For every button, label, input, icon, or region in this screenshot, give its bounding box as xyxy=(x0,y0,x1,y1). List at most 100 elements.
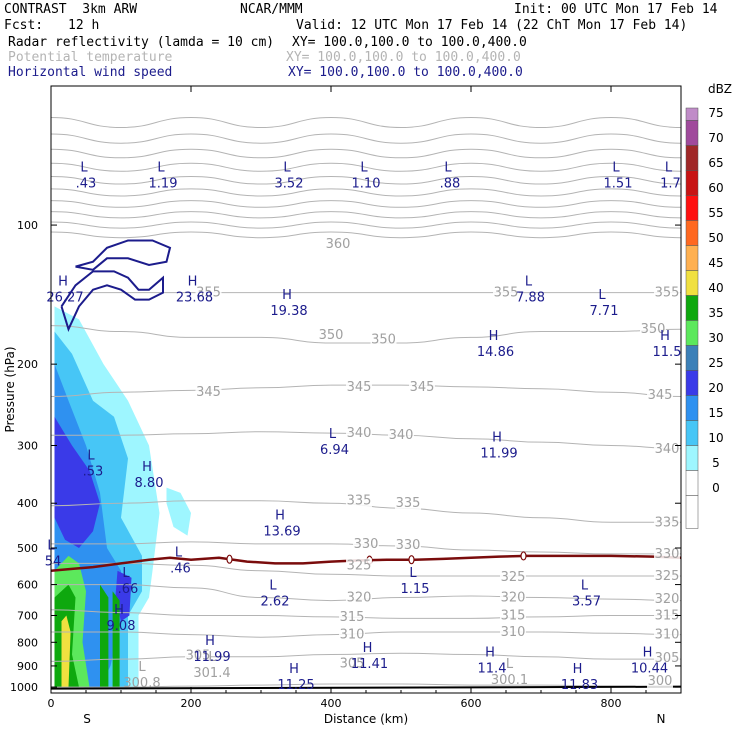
wind-extremum-kind: H xyxy=(282,288,292,303)
wind-extremum-value: 9.08 xyxy=(107,619,136,634)
theta-label: 320 xyxy=(347,591,372,606)
theta-contour-325 xyxy=(51,562,681,577)
theta-label-bg xyxy=(339,609,365,624)
colorbar-label: 35 xyxy=(708,306,723,320)
wind-jet-contour xyxy=(75,239,172,271)
wind-extremum-kind: H xyxy=(58,275,68,290)
x-axis-label: Distance (km) xyxy=(324,712,408,726)
wind-extremum-kind: H xyxy=(363,641,373,656)
wind-extremum-value: 11.83 xyxy=(561,678,598,693)
upper-theta-contour xyxy=(51,200,681,208)
theta-label: 335 xyxy=(655,515,680,530)
reflectivity-region-35dbz xyxy=(112,591,120,688)
wind-extremum-value: 11.99 xyxy=(480,446,517,461)
fcst-label: Fcst: xyxy=(4,18,44,33)
colorbar-swatch-30 xyxy=(685,320,699,346)
colorbar-swatch-45 xyxy=(685,245,699,271)
wind-extremum-value: 11.41 xyxy=(351,657,388,672)
theta-label-bg xyxy=(654,592,680,607)
x-tick-label: 800 xyxy=(601,697,622,710)
contour-label-layer: 360 355 355 355 350 350 350 345 345 345 345 340 340 3… xyxy=(45,160,682,693)
wind-extremum-value: 26.27 xyxy=(46,291,83,306)
wind-jet-contour xyxy=(60,270,164,332)
theta-label: 300 xyxy=(648,674,673,689)
theta-label: 315 xyxy=(340,610,365,625)
colorbar-label: 40 xyxy=(708,281,723,295)
x-tick-label: 600 xyxy=(461,697,482,710)
y-tick-label: 300 xyxy=(17,440,38,453)
reflectivity-region-35dbz xyxy=(100,584,109,688)
colorbar-swatch-15 xyxy=(685,395,699,421)
theta-label-bg xyxy=(647,387,673,402)
tropopause-marker xyxy=(226,554,233,564)
upper-theta-contour xyxy=(51,175,681,185)
theta-label: 325 xyxy=(347,558,372,573)
wind-extremum-kind: L xyxy=(283,160,291,175)
reflectivity-fill-layer xyxy=(54,306,191,688)
reflectivity-region-40dbz xyxy=(61,615,71,688)
wind-contour-layer xyxy=(51,239,681,690)
colorbar-swatch-below xyxy=(685,495,699,529)
colorbar-label: 5 xyxy=(712,456,720,470)
wind-extremum-kind: H xyxy=(573,662,583,677)
colorbar-swatch-65 xyxy=(685,145,699,171)
wind-extremum-value: 1.7 xyxy=(660,176,681,191)
theta-label-bg xyxy=(370,332,397,347)
theta-label-bg xyxy=(395,537,421,552)
theta-extremum-value: 300.1 xyxy=(491,673,528,688)
colorbar-label: 30 xyxy=(708,331,723,345)
theta-label-bg xyxy=(318,328,344,343)
theta-extremum-kind: L xyxy=(138,660,146,675)
colorbar-swatch-50 xyxy=(685,220,699,246)
wind-extremum-kind: L xyxy=(157,160,165,175)
theta-label-bg xyxy=(654,608,680,623)
wind-extremum-kind: H xyxy=(205,634,215,649)
axes-layer: 100 200 300 400 500 600 700 800 900 1000 0 200 400 60… xyxy=(3,85,682,726)
field-reflectivity-xy: XY= 100.0,100.0 to 100.0,400.0 xyxy=(292,35,527,50)
wind-extremum-value: 11.99 xyxy=(193,650,230,665)
theta-label-bg xyxy=(339,627,365,642)
wind-extremum-value: 2.62 xyxy=(261,595,290,610)
wind-extremum-value: .46 xyxy=(170,562,191,577)
theta-label: 320 xyxy=(501,591,526,606)
theta-label-bg xyxy=(395,496,421,511)
wind-extremum-kind: L xyxy=(665,160,673,175)
colorbar-swatch-0 xyxy=(685,470,699,496)
theta-extremum-kind: L xyxy=(506,657,514,672)
wind-extremum-value: 7.71 xyxy=(590,304,619,319)
colorbar-label: 10 xyxy=(708,431,723,445)
theta-label: 345 xyxy=(410,380,435,395)
wind-extremum-kind: L xyxy=(329,427,337,442)
theta-contour-310 xyxy=(51,631,681,638)
upper-theta-contour xyxy=(51,116,681,129)
center-label: NCAR/MMM xyxy=(240,2,303,17)
wind-extremum-value: .43 xyxy=(76,176,97,191)
theta-label: 325 xyxy=(655,569,680,584)
colorbar-swatch-35 xyxy=(685,295,699,321)
x-tick-label: 0 xyxy=(48,697,55,710)
theta-label-bg xyxy=(346,493,372,508)
colorbar-label: 50 xyxy=(708,231,723,245)
ground-line xyxy=(51,685,681,690)
theta-label-bg xyxy=(388,428,414,443)
theta-label-bg xyxy=(346,590,372,605)
theta-label-bg xyxy=(500,590,526,605)
theta-label: 340 xyxy=(347,426,372,441)
theta-label: 315 xyxy=(501,609,526,624)
x-tick-label: 400 xyxy=(321,697,342,710)
wind-extremum-kind: L xyxy=(175,546,183,561)
wind-extremum-kind: H xyxy=(289,662,299,677)
wind-extremum-value: 14.86 xyxy=(477,345,514,360)
theta-label-bg xyxy=(654,285,680,300)
wind-extremum-value: 11.5 xyxy=(653,345,682,360)
upper-theta-contour xyxy=(51,162,681,172)
colorbar-label: 25 xyxy=(708,356,723,370)
wind-extremum-value: .88 xyxy=(440,176,461,191)
upper-theta-contour xyxy=(51,133,681,144)
colorbar-swatch-25 xyxy=(685,345,699,371)
theta-label-bg xyxy=(346,379,372,394)
y-tick-label: 1000 xyxy=(10,681,38,694)
wind-extremum-value: 6.94 xyxy=(320,443,349,458)
field-reflectivity-name: Radar reflectivity (lamda = 10 cm) xyxy=(8,35,275,50)
